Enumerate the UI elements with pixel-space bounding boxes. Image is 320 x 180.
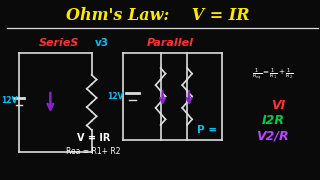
Text: $\frac{1}{R_{eq}}=\frac{1}{R_1}+\frac{1}{R_2}$: $\frac{1}{R_{eq}}=\frac{1}{R_1}+\frac{1}…	[252, 67, 293, 83]
Text: V2/R: V2/R	[256, 129, 289, 143]
Text: Rea = R1+ R2: Rea = R1+ R2	[67, 147, 121, 156]
Text: v3: v3	[94, 38, 108, 48]
Text: Ohm's Law:    V = IR: Ohm's Law: V = IR	[66, 6, 249, 24]
Text: 12V: 12V	[1, 96, 17, 105]
Text: Parallel: Parallel	[147, 38, 194, 48]
Text: 12V: 12V	[107, 92, 124, 101]
Text: I2R: I2R	[261, 114, 284, 127]
Text: SerieS: SerieS	[39, 38, 79, 48]
Text: P =: P =	[197, 125, 217, 135]
Text: VI: VI	[270, 98, 285, 111]
Text: V = IR: V = IR	[77, 133, 110, 143]
